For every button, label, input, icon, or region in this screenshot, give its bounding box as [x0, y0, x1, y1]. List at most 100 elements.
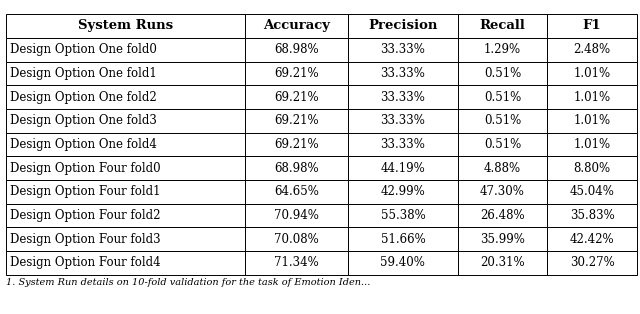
Text: System Runs: System Runs: [78, 19, 173, 32]
Bar: [245, 85, 348, 109]
Text: 33.33%: 33.33%: [380, 67, 426, 80]
Bar: [348, 14, 458, 38]
Bar: [6, 38, 245, 62]
Text: 69.21%: 69.21%: [275, 114, 319, 127]
Bar: [245, 109, 348, 133]
Bar: [6, 133, 245, 156]
Bar: [547, 62, 637, 85]
Text: 47.30%: 47.30%: [480, 185, 525, 198]
Text: 33.33%: 33.33%: [380, 90, 426, 104]
Text: 35.83%: 35.83%: [570, 209, 614, 222]
Bar: [6, 156, 245, 180]
Bar: [245, 204, 348, 227]
Text: 44.19%: 44.19%: [381, 162, 425, 175]
Bar: [6, 180, 245, 204]
Bar: [6, 109, 245, 133]
Text: Accuracy: Accuracy: [263, 19, 330, 32]
Text: 35.99%: 35.99%: [480, 233, 525, 246]
Bar: [245, 62, 348, 85]
Bar: [348, 251, 458, 275]
Text: 33.33%: 33.33%: [380, 114, 426, 127]
Bar: [245, 251, 348, 275]
Text: 68.98%: 68.98%: [275, 162, 319, 175]
Bar: [458, 204, 547, 227]
Text: 2.48%: 2.48%: [573, 43, 611, 56]
Bar: [245, 180, 348, 204]
Text: 69.21%: 69.21%: [275, 90, 319, 104]
Bar: [458, 38, 547, 62]
Text: Design Option One fold0: Design Option One fold0: [10, 43, 157, 56]
Bar: [348, 109, 458, 133]
Bar: [6, 85, 245, 109]
Bar: [547, 204, 637, 227]
Bar: [348, 180, 458, 204]
Text: Design Option Four fold0: Design Option Four fold0: [10, 162, 161, 175]
Bar: [458, 180, 547, 204]
Bar: [547, 85, 637, 109]
Text: 1. System Run details on 10-fold validation for the task of Emotion Iden...: 1. System Run details on 10-fold validat…: [6, 278, 371, 287]
Text: 0.51%: 0.51%: [484, 114, 521, 127]
Text: 30.27%: 30.27%: [570, 257, 614, 269]
Text: 0.51%: 0.51%: [484, 138, 521, 151]
Text: 0.51%: 0.51%: [484, 67, 521, 80]
Bar: [547, 227, 637, 251]
Text: 70.94%: 70.94%: [275, 209, 319, 222]
Text: 42.99%: 42.99%: [381, 185, 425, 198]
Bar: [6, 227, 245, 251]
Bar: [458, 133, 547, 156]
Text: 59.40%: 59.40%: [380, 257, 426, 269]
Text: 33.33%: 33.33%: [380, 138, 426, 151]
Text: Design Option One fold3: Design Option One fold3: [10, 114, 157, 127]
Bar: [547, 109, 637, 133]
Text: F1: F1: [582, 19, 602, 32]
Bar: [348, 62, 458, 85]
Bar: [547, 14, 637, 38]
Text: 1.29%: 1.29%: [484, 43, 521, 56]
Bar: [245, 227, 348, 251]
Text: 1.01%: 1.01%: [573, 138, 611, 151]
Text: Design Option Four fold2: Design Option Four fold2: [10, 209, 161, 222]
Bar: [348, 85, 458, 109]
Text: Design Option One fold1: Design Option One fold1: [10, 67, 157, 80]
Bar: [6, 251, 245, 275]
Text: 8.80%: 8.80%: [573, 162, 611, 175]
Bar: [547, 251, 637, 275]
Bar: [458, 62, 547, 85]
Bar: [348, 133, 458, 156]
Bar: [348, 156, 458, 180]
Text: 69.21%: 69.21%: [275, 67, 319, 80]
Bar: [458, 85, 547, 109]
Text: 71.34%: 71.34%: [275, 257, 319, 269]
Text: Design Option Four fold4: Design Option Four fold4: [10, 257, 161, 269]
Bar: [245, 133, 348, 156]
Bar: [547, 38, 637, 62]
Bar: [6, 204, 245, 227]
Text: 64.65%: 64.65%: [275, 185, 319, 198]
Text: 1.01%: 1.01%: [573, 67, 611, 80]
Text: 68.98%: 68.98%: [275, 43, 319, 56]
Text: Design Option Four fold1: Design Option Four fold1: [10, 185, 161, 198]
Bar: [245, 38, 348, 62]
Bar: [458, 14, 547, 38]
Text: Design Option One fold4: Design Option One fold4: [10, 138, 157, 151]
Text: 4.88%: 4.88%: [484, 162, 521, 175]
Bar: [547, 133, 637, 156]
Text: 26.48%: 26.48%: [480, 209, 525, 222]
Bar: [458, 156, 547, 180]
Text: Design Option Four fold3: Design Option Four fold3: [10, 233, 161, 246]
Text: 20.31%: 20.31%: [480, 257, 525, 269]
Bar: [348, 204, 458, 227]
Bar: [547, 156, 637, 180]
Text: 55.38%: 55.38%: [381, 209, 425, 222]
Text: 1.01%: 1.01%: [573, 90, 611, 104]
Bar: [458, 251, 547, 275]
Bar: [348, 227, 458, 251]
Text: 42.42%: 42.42%: [570, 233, 614, 246]
Text: Precision: Precision: [368, 19, 438, 32]
Text: 51.66%: 51.66%: [381, 233, 425, 246]
Bar: [458, 109, 547, 133]
Bar: [6, 14, 245, 38]
Bar: [245, 156, 348, 180]
Text: 45.04%: 45.04%: [570, 185, 614, 198]
Text: 70.08%: 70.08%: [275, 233, 319, 246]
